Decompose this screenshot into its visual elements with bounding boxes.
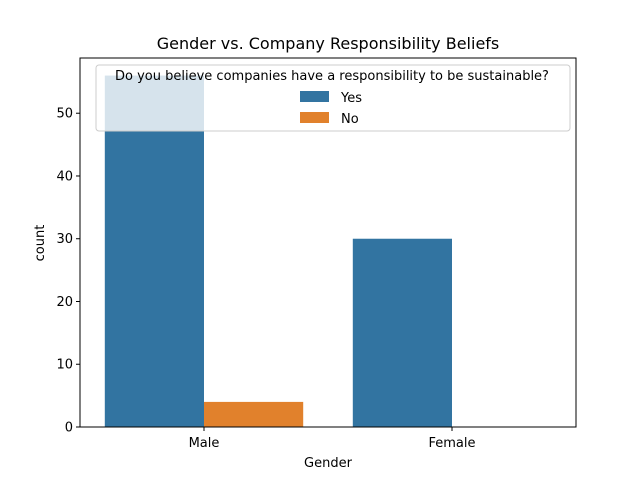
y-tick-label: 50 <box>56 107 73 122</box>
x-axis-label: Gender <box>304 456 353 471</box>
legend-title: Do you believe companies have a responsi… <box>115 69 549 84</box>
bars <box>104 75 452 428</box>
legend-label-yes: Yes <box>340 91 362 106</box>
y-tick-label: 40 <box>56 169 73 184</box>
legend-label-no: No <box>341 112 359 127</box>
plot-frame <box>79 57 577 428</box>
chart-title: Gender vs. Company Responsibility Belief… <box>157 34 500 53</box>
legend-box <box>95 64 571 132</box>
legend-swatch-yes <box>300 91 329 102</box>
bar-female-yes <box>352 238 452 427</box>
x-tick-label: Male <box>189 436 220 451</box>
legend-swatch-no <box>300 112 329 123</box>
bar-male-no <box>204 401 304 427</box>
y-tick-label: 20 <box>56 295 73 310</box>
y-axis: 0 10 20 30 40 50 <box>56 107 80 436</box>
y-tick-label: 0 <box>65 421 73 436</box>
legend: Do you believe companies have a responsi… <box>95 64 571 132</box>
x-axis: Male Female <box>189 427 476 451</box>
y-tick-label: 10 <box>56 358 73 373</box>
bar-male-yes <box>104 75 204 428</box>
x-tick-label: Female <box>428 436 475 451</box>
y-tick-label: 30 <box>56 232 73 247</box>
y-axis-label: count <box>33 225 48 262</box>
